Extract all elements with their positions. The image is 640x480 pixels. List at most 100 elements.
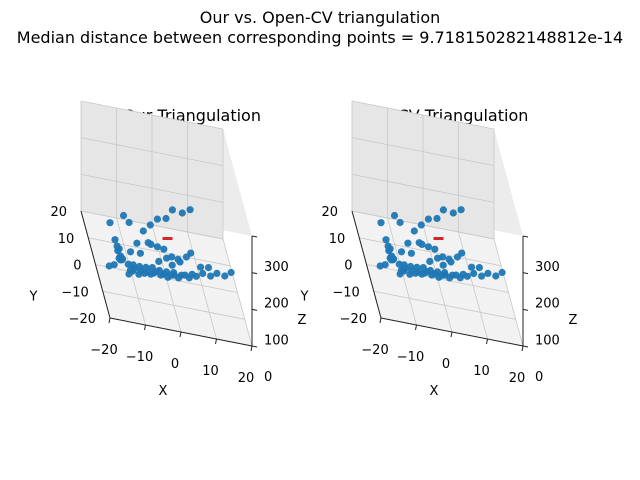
data-point bbox=[498, 268, 506, 277]
data-point bbox=[168, 261, 176, 269]
x-tick-label: 20 bbox=[238, 371, 255, 386]
data-point bbox=[213, 269, 221, 277]
data-point bbox=[197, 263, 205, 271]
z-tick-label: 300 bbox=[264, 260, 289, 275]
data-point bbox=[407, 262, 415, 271]
y-axis-line bbox=[80, 210, 111, 319]
z-axis-label: Z bbox=[298, 313, 307, 328]
data-point bbox=[170, 269, 178, 277]
data-point bbox=[385, 247, 393, 255]
data-point bbox=[404, 239, 412, 247]
data-point bbox=[126, 248, 135, 256]
gridline-z bbox=[351, 100, 495, 130]
z-tick-mark bbox=[251, 235, 258, 238]
x-tick-label: 10 bbox=[202, 364, 219, 379]
z-tick-label: 200 bbox=[535, 297, 560, 312]
data-point bbox=[178, 209, 186, 217]
gridline-y bbox=[102, 290, 245, 320]
gridline-z bbox=[351, 137, 495, 167]
data-point bbox=[160, 245, 168, 253]
y-tick-label: 20 bbox=[321, 205, 338, 220]
data-point bbox=[162, 214, 170, 223]
data-point bbox=[439, 261, 447, 269]
data-point bbox=[111, 236, 119, 244]
x-tick-mark bbox=[521, 345, 524, 352]
figure-suptitle-line1: Our vs. Open-CV triangulation bbox=[200, 8, 441, 27]
data-point bbox=[424, 215, 432, 223]
x-axis-label: X bbox=[159, 384, 168, 399]
data-point bbox=[155, 257, 163, 265]
data-point bbox=[415, 239, 423, 247]
data-point bbox=[119, 211, 128, 220]
gridline-y bbox=[373, 290, 516, 320]
data-point bbox=[434, 254, 442, 262]
x-tick-mark bbox=[215, 338, 217, 345]
x-axis-label: X bbox=[430, 384, 439, 399]
data-point bbox=[153, 243, 161, 251]
data-point bbox=[431, 245, 439, 253]
data-point bbox=[144, 239, 152, 247]
data-point bbox=[114, 247, 122, 255]
y-tick-label: −10 bbox=[332, 285, 359, 300]
x-tick-mark bbox=[486, 338, 488, 345]
z-tick-label: 100 bbox=[264, 333, 289, 348]
gridline-z bbox=[351, 173, 495, 203]
y-tick-label: −10 bbox=[61, 285, 88, 300]
x-tick-mark bbox=[108, 317, 111, 324]
z-tick-label: 0 bbox=[535, 370, 543, 385]
z-tick-mark bbox=[251, 308, 258, 311]
y-tick-label: 0 bbox=[344, 259, 352, 274]
z-tick-mark bbox=[522, 235, 529, 238]
y-tick-label: 10 bbox=[329, 232, 346, 247]
x-tick-label: −10 bbox=[126, 350, 153, 365]
data-point bbox=[186, 206, 194, 214]
data-point bbox=[168, 206, 176, 214]
x-tick-mark bbox=[379, 317, 382, 324]
data-point bbox=[221, 272, 229, 280]
data-point bbox=[199, 269, 207, 278]
subplot-cv-triangulation: CV Triangulation −20 −10 0 10 20−20−10010200… bbox=[300, 100, 578, 399]
data-point bbox=[441, 269, 449, 277]
y-axis-label: Y bbox=[29, 290, 38, 305]
z-tick-label: 0 bbox=[264, 370, 272, 385]
data-point bbox=[400, 261, 408, 269]
data-point bbox=[204, 264, 213, 272]
data-point bbox=[192, 272, 200, 280]
x-tick-label: 0 bbox=[442, 357, 450, 372]
data-point bbox=[424, 243, 432, 251]
y-tick-label: 20 bbox=[50, 205, 67, 220]
data-point bbox=[163, 254, 171, 262]
data-point bbox=[457, 206, 465, 214]
data-point bbox=[227, 268, 235, 277]
data-point bbox=[139, 227, 147, 235]
data-point bbox=[447, 258, 455, 266]
data-point bbox=[475, 264, 483, 272]
data-point bbox=[119, 255, 127, 263]
x-tick-mark bbox=[415, 324, 417, 331]
data-point bbox=[146, 221, 154, 229]
data-point bbox=[463, 272, 471, 280]
x-tick-label: 20 bbox=[509, 371, 526, 386]
z-tick-mark bbox=[251, 345, 258, 348]
data-point bbox=[125, 218, 133, 227]
data-point bbox=[413, 263, 421, 271]
x-tick-mark bbox=[450, 331, 453, 338]
z-tick-label: 300 bbox=[535, 260, 560, 275]
y-tick-label: −20 bbox=[69, 312, 96, 327]
data-point bbox=[176, 258, 184, 266]
data-point bbox=[449, 209, 457, 217]
data-point bbox=[207, 272, 215, 280]
x-tick-mark bbox=[250, 345, 253, 352]
data-point bbox=[458, 249, 466, 257]
data-point bbox=[417, 221, 425, 229]
data-point bbox=[105, 262, 113, 270]
subplot-our-triangulation: Our Triangulation −20 −10 0 10 20−20−1001020… bbox=[29, 100, 307, 399]
y-axis-label: Y bbox=[300, 290, 309, 305]
data-point bbox=[426, 257, 434, 265]
gridline-z bbox=[80, 137, 224, 167]
y-axis-line bbox=[351, 210, 382, 319]
gridline-y bbox=[359, 237, 502, 267]
data-point bbox=[106, 219, 114, 227]
data-point bbox=[135, 262, 144, 271]
